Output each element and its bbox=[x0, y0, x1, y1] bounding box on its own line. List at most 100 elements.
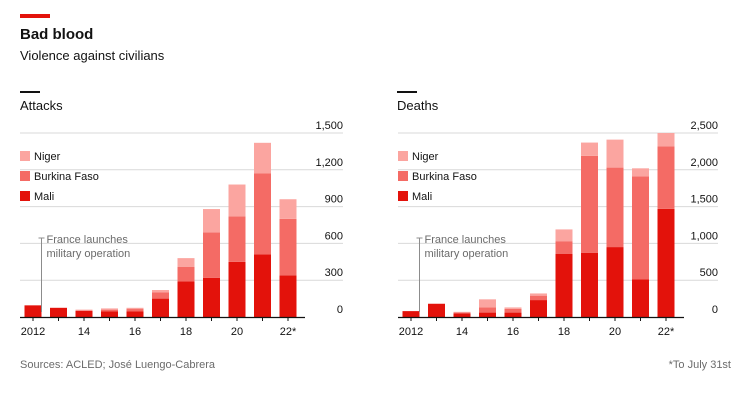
attacks-bar-burkina-faso bbox=[75, 310, 93, 311]
attacks-bar-mali bbox=[24, 305, 42, 317]
attacks-x-tick-label: 16 bbox=[129, 326, 141, 338]
deaths-bar-mali bbox=[657, 208, 675, 317]
deaths-bar-mali bbox=[632, 279, 649, 317]
attacks-bar-niger bbox=[75, 309, 93, 311]
attacks-bar-mali bbox=[228, 261, 246, 317]
deaths-x-tick-label: 18 bbox=[558, 326, 570, 338]
attacks-legend-swatch bbox=[20, 151, 30, 161]
footnote: *To July 31st bbox=[668, 359, 731, 371]
chart-subtitle: Violence against civilians bbox=[20, 48, 165, 63]
attacks-y-tick-label: 1,500 bbox=[315, 120, 343, 132]
attacks-annotation-text: France launches bbox=[47, 234, 129, 246]
attacks-x-tick-label: 20 bbox=[231, 326, 243, 338]
chart-title: Bad blood bbox=[20, 26, 94, 43]
attacks-bar-niger bbox=[279, 199, 297, 219]
attacks-bar-niger bbox=[101, 308, 118, 310]
deaths-legend-label: Niger bbox=[412, 151, 439, 163]
deaths-bar-niger bbox=[581, 142, 598, 156]
deaths-bar-niger bbox=[555, 229, 573, 242]
attacks-bar-mali bbox=[101, 311, 118, 317]
deaths-legend-label: Mali bbox=[412, 191, 432, 203]
deaths-y-tick-label: 1,000 bbox=[690, 230, 718, 242]
attacks-bar-mali bbox=[177, 281, 195, 317]
deaths-bar-niger bbox=[479, 299, 496, 308]
deaths-legend-swatch bbox=[398, 191, 408, 201]
attacks-y-tick-label: 900 bbox=[325, 194, 343, 206]
attacks-bar-burkina-faso bbox=[152, 292, 169, 299]
deaths-bar-niger bbox=[657, 133, 675, 147]
deaths-bar-burkina-faso bbox=[632, 176, 649, 280]
attacks-bar-burkina-faso bbox=[279, 218, 297, 276]
attacks-bar-niger bbox=[254, 142, 271, 174]
attacks-bar-niger bbox=[228, 184, 246, 217]
deaths-bar-burkina-faso bbox=[453, 312, 471, 314]
deaths-bar-burkina-faso bbox=[479, 307, 496, 313]
attacks-legend-label: Niger bbox=[34, 151, 61, 163]
deaths-x-tick-label: 2012 bbox=[399, 326, 423, 338]
attacks-bar-burkina-faso bbox=[203, 232, 220, 278]
deaths-bar-niger bbox=[530, 293, 547, 296]
deaths-y-tick-label: 2,500 bbox=[690, 120, 718, 132]
attacks-y-tick-label: 1,200 bbox=[315, 157, 343, 169]
attacks-legend-swatch bbox=[20, 171, 30, 181]
attacks-panel-title: Attacks bbox=[20, 98, 63, 113]
deaths-annotation-text: military operation bbox=[425, 248, 509, 260]
attacks-x-tick-label: 2012 bbox=[21, 326, 45, 338]
deaths-bar-mali bbox=[530, 300, 547, 317]
attacks-bar-mali bbox=[50, 307, 67, 317]
attacks-bar-mali bbox=[126, 311, 144, 317]
attacks-bar-burkina-faso bbox=[228, 216, 246, 262]
accent-bar bbox=[20, 14, 50, 18]
deaths-bar-mali bbox=[504, 312, 522, 317]
deaths-bar-burkina-faso bbox=[606, 167, 624, 248]
deaths-y-tick-label: 1,500 bbox=[690, 194, 718, 206]
deaths-bar-niger bbox=[453, 311, 471, 313]
deaths-x-tick-label: 22* bbox=[658, 326, 675, 338]
deaths-legend-swatch bbox=[398, 151, 408, 161]
deaths-panel-rule bbox=[397, 91, 417, 93]
attacks-bar-burkina-faso bbox=[126, 309, 144, 312]
deaths-x-tick-label: 14 bbox=[456, 326, 468, 338]
attacks-panel-rule bbox=[20, 91, 40, 93]
deaths-bar-niger bbox=[606, 139, 624, 168]
deaths-y-tick-label: 500 bbox=[700, 267, 718, 279]
attacks-y-tick-label: 600 bbox=[325, 230, 343, 242]
attacks-bar-mali bbox=[152, 298, 169, 317]
deaths-bar-mali bbox=[606, 247, 624, 317]
deaths-bar-mali bbox=[479, 312, 496, 317]
attacks-legend-label: Mali bbox=[34, 191, 54, 203]
attacks-legend-swatch bbox=[20, 191, 30, 201]
attacks-bar-burkina-faso bbox=[101, 309, 118, 312]
attacks-bar-burkina-faso bbox=[177, 266, 195, 282]
deaths-legend-label: Burkina Faso bbox=[412, 171, 477, 183]
attacks-bar-mali bbox=[75, 310, 93, 317]
deaths-panel-title: Deaths bbox=[397, 98, 439, 113]
attacks-bar-mali bbox=[254, 254, 271, 317]
attacks-bar-niger bbox=[152, 290, 169, 293]
deaths-bar-burkina-faso bbox=[657, 146, 675, 209]
deaths-bar-mali bbox=[428, 303, 445, 317]
deaths-bar-burkina-faso bbox=[530, 295, 547, 301]
deaths-bar-mali bbox=[555, 253, 573, 317]
deaths-bar-burkina-faso bbox=[581, 155, 598, 253]
deaths-legend-swatch bbox=[398, 171, 408, 181]
attacks-bar-niger bbox=[203, 209, 220, 233]
deaths-x-tick-label: 16 bbox=[507, 326, 519, 338]
attacks-chart: 0 300 600 900 1,200 1,500 2012 14 16 18 20 22* Niger… bbox=[20, 120, 343, 338]
attacks-annotation-text: military operation bbox=[47, 248, 131, 260]
attacks-x-tick-label: 18 bbox=[180, 326, 192, 338]
deaths-y-tick-label: 2,000 bbox=[690, 157, 718, 169]
source-note: Sources: ACLED; José Luengo-Cabrera bbox=[20, 359, 216, 371]
deaths-x-tick-label: 20 bbox=[609, 326, 621, 338]
deaths-bar-mali bbox=[402, 311, 420, 317]
attacks-bar-burkina-faso bbox=[254, 173, 271, 255]
attacks-bar-niger bbox=[177, 258, 195, 267]
deaths-bar-burkina-faso bbox=[504, 308, 522, 313]
deaths-y-tick-label: 0 bbox=[712, 304, 718, 316]
deaths-bar-mali bbox=[581, 252, 598, 317]
attacks-bar-mali bbox=[279, 275, 297, 317]
deaths-annotation-text: France launches bbox=[425, 234, 507, 246]
deaths-bar-burkina-faso bbox=[555, 241, 573, 254]
attacks-x-tick-label: 14 bbox=[78, 326, 90, 338]
